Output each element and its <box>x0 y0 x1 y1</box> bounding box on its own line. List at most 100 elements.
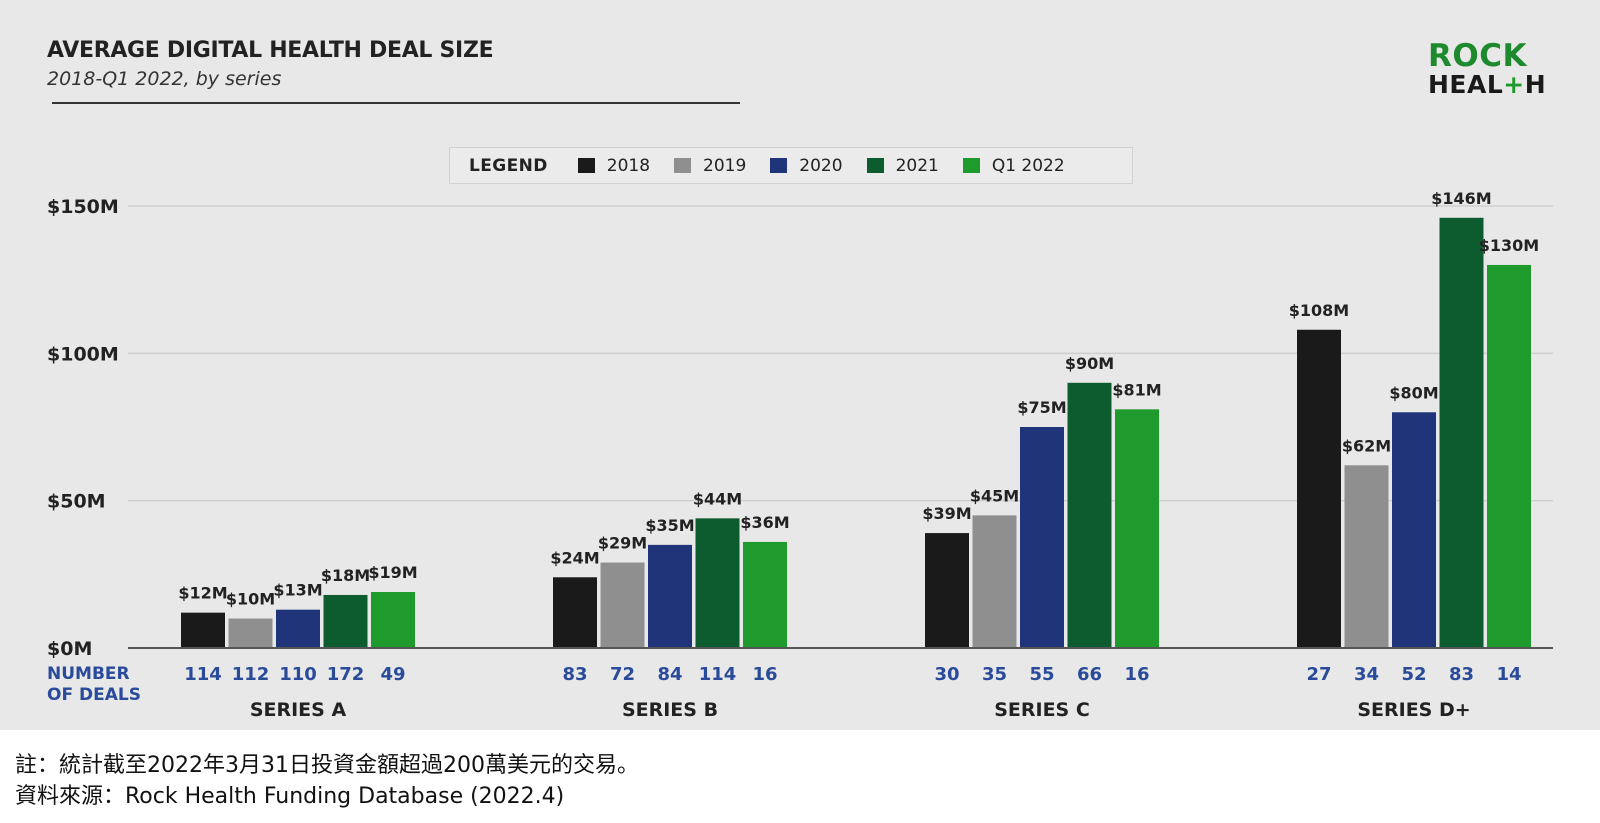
bar-value-label: $146M <box>1431 189 1491 208</box>
logo-text-a: HEAL <box>1428 70 1504 99</box>
footnotes: 註：統計截至2022年3月31日投資金額超過200萬美元的交易。 資料來源：Ro… <box>15 750 639 812</box>
deal-count-label: 110 <box>279 664 317 685</box>
logo-plus-icon: + <box>1503 70 1525 99</box>
bar-value-label: $62M <box>1342 436 1391 455</box>
bar <box>181 612 225 648</box>
bar-chart: $0M $50M $100M $150M $12M 114 $10M 112 $13M 110 $1… <box>47 189 1553 721</box>
deal-count-label: 72 <box>610 664 635 685</box>
bar-value-label: $35M <box>645 516 694 535</box>
bar-value-label: $75M <box>1017 398 1066 417</box>
legend-title: LEGEND <box>469 155 548 176</box>
deal-count-label: 35 <box>982 664 1007 685</box>
legend-swatch <box>962 158 980 173</box>
footnote-source: 資料來源：Rock Health Funding Database (2022.… <box>15 784 565 809</box>
bar-value-label: $130M <box>1479 236 1539 255</box>
bar <box>228 618 273 648</box>
bar <box>1487 264 1531 648</box>
deal-count-label: 114 <box>699 664 737 685</box>
logo-line-2: HEAL+H <box>1428 71 1546 99</box>
deal-count-label: 83 <box>562 664 587 685</box>
bar <box>1439 217 1484 648</box>
category-label: SERIES C <box>994 699 1090 721</box>
logo-line-1: ROCK <box>1428 38 1527 74</box>
bar <box>1344 465 1389 648</box>
chart-title: AVERAGE DIGITAL HEALTH DEAL SIZE <box>47 38 494 63</box>
bar-value-label: $44M <box>693 489 742 508</box>
bar-value-label: $12M <box>178 584 227 603</box>
deal-count-label: 84 <box>657 664 682 685</box>
bar-value-label: $45M <box>970 486 1019 505</box>
deal-count-label: 112 <box>232 664 270 685</box>
deal-count-label: 30 <box>934 664 959 685</box>
deal-count-label: 49 <box>380 664 405 685</box>
deal-count-label: 34 <box>1354 664 1379 685</box>
deal-count-label: 16 <box>1124 664 1149 685</box>
bar <box>925 533 969 648</box>
bar-value-label: $36M <box>740 513 789 532</box>
chart-panel: AVERAGE DIGITAL HEALTH DEAL SIZE 2018-Q1… <box>0 0 1600 730</box>
legend-item: 2021 <box>866 155 939 176</box>
bar-value-label: $90M <box>1065 354 1114 373</box>
bar-value-label: $19M <box>368 563 417 582</box>
deal-count-label: 114 <box>184 664 222 685</box>
deal-count-label: 27 <box>1306 664 1331 685</box>
bar <box>323 594 368 648</box>
bar <box>1115 409 1159 648</box>
chart-subtitle: 2018-Q1 2022, by series <box>47 68 282 90</box>
legend-label: 2020 <box>799 155 843 176</box>
y-tick-label: $50M <box>47 491 106 513</box>
bar <box>972 515 1017 648</box>
title-underline <box>52 102 740 104</box>
deal-count-label: 52 <box>1401 664 1426 685</box>
deals-row-label: NUMBER <box>47 664 130 684</box>
y-tick-label: $0M <box>47 638 92 660</box>
bar-value-label: $13M <box>273 581 322 600</box>
bar <box>1297 329 1341 648</box>
category-label: SERIES D+ <box>1357 699 1470 721</box>
deal-count-label: 55 <box>1029 664 1054 685</box>
deal-count-label: 66 <box>1077 664 1102 685</box>
bar <box>276 609 320 648</box>
rock-health-logo: ROCK HEAL+H <box>1428 38 1546 99</box>
bar <box>1020 427 1064 648</box>
legend-label: 2019 <box>703 155 747 176</box>
deals-row-label: OF DEALS <box>47 685 141 705</box>
bar <box>1067 382 1112 648</box>
bar-value-label: $18M <box>321 566 370 585</box>
deal-count-label: 14 <box>1496 664 1521 685</box>
legend-item: Q1 2022 <box>962 155 1065 176</box>
bar <box>371 592 415 648</box>
category-label: SERIES A <box>250 699 347 721</box>
legend-swatch <box>674 158 692 173</box>
footnote-note: 註：統計截至2022年3月31日投資金額超過200萬美元的交易。 <box>15 753 639 778</box>
deal-count-label: 83 <box>1449 664 1474 685</box>
legend-swatch <box>770 158 788 173</box>
y-tick-label: $150M <box>47 196 119 218</box>
legend-item: 2019 <box>674 156 746 176</box>
legend-item: 2018 <box>577 156 650 176</box>
bar <box>600 562 645 648</box>
bar <box>648 544 692 648</box>
bar <box>695 518 740 648</box>
y-tick-label: $100M <box>47 343 119 365</box>
legend-label: 2021 <box>895 155 939 176</box>
bar <box>1392 412 1436 648</box>
deal-count-label: 172 <box>327 664 365 685</box>
legend-label: Q1 2022 <box>991 155 1065 176</box>
bar <box>553 577 597 648</box>
deal-count-label: 16 <box>752 664 777 685</box>
bar-value-label: $108M <box>1289 301 1349 320</box>
bar-value-label: $81M <box>1112 380 1161 399</box>
legend-swatch <box>866 158 884 173</box>
legend-swatch <box>577 158 595 173</box>
bar <box>743 541 787 648</box>
bar-value-label: $10M <box>226 590 275 609</box>
logo-text-b: H <box>1524 70 1547 99</box>
bar-value-label: $39M <box>922 504 971 523</box>
category-label: SERIES B <box>622 699 718 721</box>
legend: LEGEND 2018 2019 2020 2021 Q1 2022 <box>449 147 1133 184</box>
bar-value-label: $24M <box>550 548 599 567</box>
legend-item: 2020 <box>770 155 843 176</box>
bar-value-label: $29M <box>598 534 647 553</box>
